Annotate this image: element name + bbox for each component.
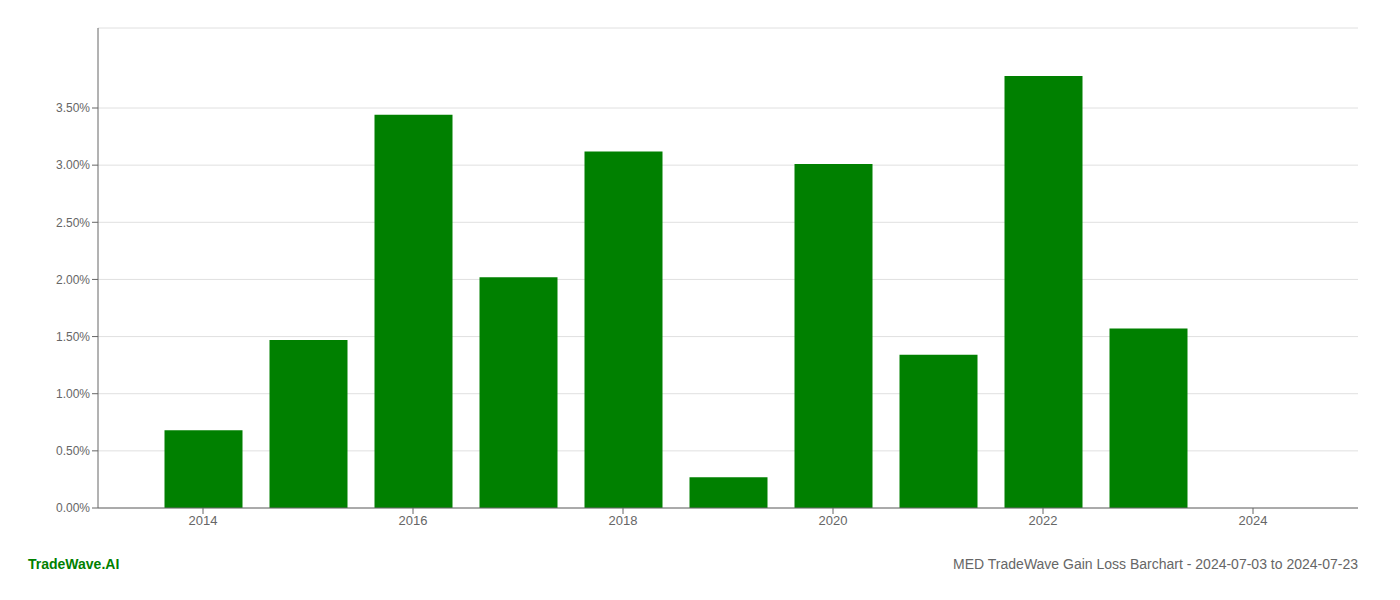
svg-text:0.50%: 0.50% — [56, 444, 90, 458]
svg-text:1.00%: 1.00% — [56, 387, 90, 401]
svg-text:2.00%: 2.00% — [56, 273, 90, 287]
svg-text:1.50%: 1.50% — [56, 330, 90, 344]
svg-text:2020: 2020 — [819, 513, 848, 528]
svg-text:3.00%: 3.00% — [56, 158, 90, 172]
svg-text:2024: 2024 — [1239, 513, 1268, 528]
svg-text:2.50%: 2.50% — [56, 216, 90, 230]
html-text:MED TradeWave Gain Loss Barcha: MED TradeWave Gain Loss Barchart - 2024-… — [953, 556, 1358, 572]
svg-text:0.00%: 0.00% — [56, 501, 90, 515]
svg-text:3.50%: 3.50% — [56, 101, 90, 115]
svg-text:2014: 2014 — [189, 513, 218, 528]
svg-text:2016: 2016 — [399, 513, 428, 528]
html-text:TradeWave.AI: TradeWave.AI — [28, 556, 120, 572]
svg-text:2018: 2018 — [609, 513, 638, 528]
svg-text:2022: 2022 — [1029, 513, 1058, 528]
